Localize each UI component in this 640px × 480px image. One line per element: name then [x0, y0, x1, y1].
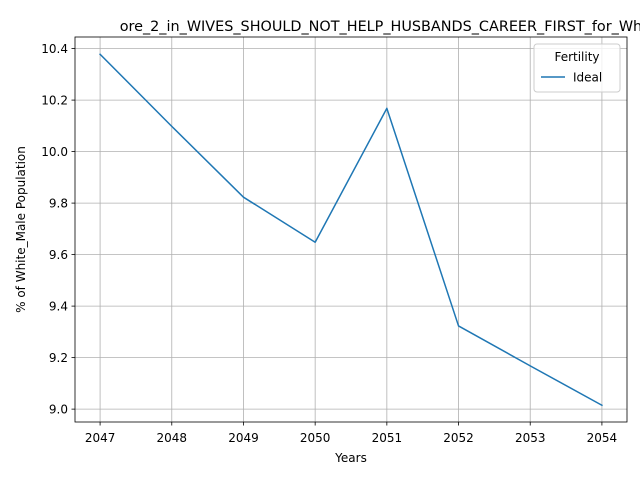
x-tick-label: 2050 [300, 431, 331, 445]
x-tick-label: 2052 [443, 431, 474, 445]
legend-box [533, 43, 621, 93]
y-tick-label: 9.2 [49, 351, 68, 365]
chart-title: ore_2_in_WIVES_SHOULD_NOT_HELP_HUSBANDS_… [120, 19, 640, 35]
x-tick-label: 2054 [587, 431, 618, 445]
y-tick-label: 9.4 [49, 299, 68, 313]
y-tick-label: 9.8 [49, 196, 68, 210]
legend-label-ideal: Ideal [573, 71, 602, 85]
y-tick-label: 10.2 [41, 93, 68, 107]
grid [75, 37, 627, 422]
series-layer [99, 53, 603, 407]
x-tick-label: 2047 [85, 431, 116, 445]
y-tick-label: 9.0 [49, 402, 68, 416]
x-axis-label: Years [334, 451, 367, 465]
axis-ticks: 2047 2048 2049 2050 2051 2052 2053 2054 9.0 9.2 9.… [41, 42, 617, 445]
y-tick-label: 10.4 [41, 42, 68, 56]
x-tick-label: 2049 [228, 431, 259, 445]
x-tick-label: 2048 [157, 431, 188, 445]
legend: Fertility Ideal [533, 43, 621, 93]
y-axis-label: % of White_Male Population [14, 146, 28, 313]
x-tick-label: 2053 [515, 431, 546, 445]
y-tick-label: 9.6 [49, 248, 68, 262]
plot-frame [74, 36, 628, 423]
legend-title: Fertility [554, 50, 599, 64]
x-tick-label: 2051 [372, 431, 403, 445]
plot-area [75, 37, 627, 422]
y-tick-label: 10.0 [41, 145, 68, 159]
series-line-ideal [99, 53, 603, 407]
